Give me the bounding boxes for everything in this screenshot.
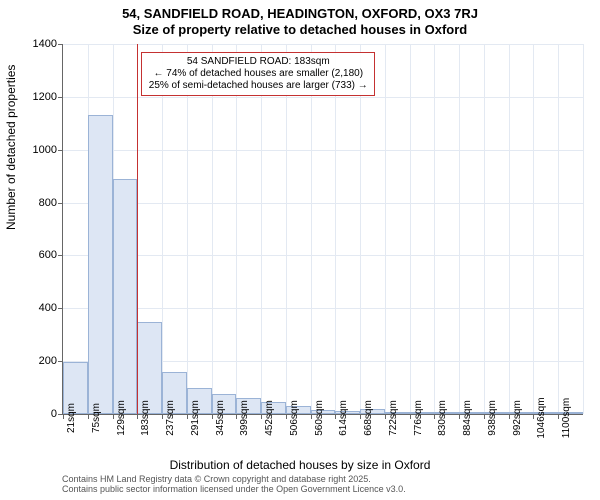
ytick-label: 1200 (17, 91, 57, 103)
x-axis-label: Distribution of detached houses by size … (0, 458, 600, 472)
histogram-bar (88, 115, 113, 414)
ytick-label: 400 (17, 302, 57, 314)
ytick-mark (58, 255, 63, 256)
xtick-mark (236, 414, 237, 419)
attribution-footer: Contains HM Land Registry data © Crown c… (62, 474, 406, 495)
xtick-mark (261, 414, 262, 419)
gridline-v (484, 44, 485, 414)
y-axis-label: Number of detached properties (4, 65, 18, 230)
gridline-h (63, 44, 583, 45)
xtick-label: 722sqm (388, 400, 399, 436)
gridline-v (459, 44, 460, 414)
gridline-v (236, 44, 237, 414)
xtick-mark (558, 414, 559, 419)
gridline-v (434, 44, 435, 414)
xtick-label: 345sqm (215, 400, 226, 436)
ytick-mark (58, 203, 63, 204)
gridline-v (509, 44, 510, 414)
gridline-v (385, 44, 386, 414)
gridline-v (261, 44, 262, 414)
xtick-label: 506sqm (289, 400, 300, 436)
xtick-mark (311, 414, 312, 419)
ytick-mark (58, 44, 63, 45)
xtick-label: 129sqm (116, 400, 127, 436)
ytick-label: 0 (17, 408, 57, 420)
xtick-label: 291sqm (190, 400, 201, 436)
xtick-mark (459, 414, 460, 419)
gridline-v (286, 44, 287, 414)
ytick-label: 200 (17, 355, 57, 367)
annotation-box: 54 SANDFIELD ROAD: 183sqm← 74% of detach… (141, 52, 375, 96)
ytick-mark (58, 150, 63, 151)
gridline-h (63, 203, 583, 204)
xtick-label: 399sqm (239, 400, 250, 436)
xtick-mark (187, 414, 188, 419)
gridline-h (63, 97, 583, 98)
ytick-label: 800 (17, 197, 57, 209)
xtick-mark (63, 414, 64, 419)
histogram-bar (113, 179, 138, 414)
gridline-v (583, 44, 584, 414)
ytick-mark (58, 308, 63, 309)
xtick-label: 614sqm (338, 400, 349, 436)
gridline-h (63, 150, 583, 151)
xtick-label: 884sqm (462, 400, 473, 436)
xtick-label: 452sqm (264, 400, 275, 436)
xtick-mark (162, 414, 163, 419)
xtick-mark (137, 414, 138, 419)
xtick-label: 183sqm (140, 400, 151, 436)
xtick-label: 1100sqm (561, 398, 572, 438)
ytick-label: 600 (17, 249, 57, 261)
plot-area: 020040060080010001200140021sqm75sqm129sq… (62, 44, 582, 414)
chart-container: 54, SANDFIELD ROAD, HEADINGTON, OXFORD, … (0, 0, 600, 500)
footer-line-2: Contains public sector information licen… (62, 484, 406, 494)
gridline-v (212, 44, 213, 414)
ytick-label: 1000 (17, 144, 57, 156)
xtick-label: 560sqm (314, 400, 325, 436)
xtick-mark (360, 414, 361, 419)
footer-line-1: Contains HM Land Registry data © Crown c… (62, 474, 406, 484)
xtick-label: 668sqm (363, 400, 374, 436)
gridline-v (533, 44, 534, 414)
ytick-mark (58, 97, 63, 98)
xtick-label: 830sqm (437, 400, 448, 436)
xtick-mark (509, 414, 510, 419)
gridline-v (410, 44, 411, 414)
xtick-label: 938sqm (487, 400, 498, 436)
xtick-mark (410, 414, 411, 419)
xtick-mark (335, 414, 336, 419)
xtick-mark (484, 414, 485, 419)
xtick-mark (385, 414, 386, 419)
xtick-label: 992sqm (512, 400, 523, 436)
xtick-label: 237sqm (165, 400, 176, 436)
title-line-1: 54, SANDFIELD ROAD, HEADINGTON, OXFORD, … (0, 6, 600, 22)
gridline-v (558, 44, 559, 414)
xtick-mark (212, 414, 213, 419)
xtick-mark (88, 414, 89, 419)
annotation-line-3: 25% of semi-detached houses are larger (… (148, 80, 368, 92)
xtick-label: 21sqm (66, 403, 77, 433)
xtick-mark (113, 414, 114, 419)
gridline-v (360, 44, 361, 414)
annotation-line-2: ← 74% of detached houses are smaller (2,… (148, 68, 368, 80)
gridline-h (63, 255, 583, 256)
gridline-v (311, 44, 312, 414)
xtick-label: 776sqm (413, 400, 424, 436)
ytick-label: 1400 (17, 38, 57, 50)
title-block: 54, SANDFIELD ROAD, HEADINGTON, OXFORD, … (0, 0, 600, 39)
xtick-mark (286, 414, 287, 419)
annotation-line-1: 54 SANDFIELD ROAD: 183sqm (148, 56, 368, 68)
title-line-2: Size of property relative to detached ho… (0, 22, 600, 38)
xtick-mark (533, 414, 534, 419)
gridline-v (335, 44, 336, 414)
xtick-label: 75sqm (91, 403, 102, 433)
reference-line (137, 44, 138, 414)
gridline-h (63, 308, 583, 309)
gridline-v (187, 44, 188, 414)
gridline-v (162, 44, 163, 414)
xtick-label: 1046sqm (536, 397, 547, 438)
xtick-mark (434, 414, 435, 419)
